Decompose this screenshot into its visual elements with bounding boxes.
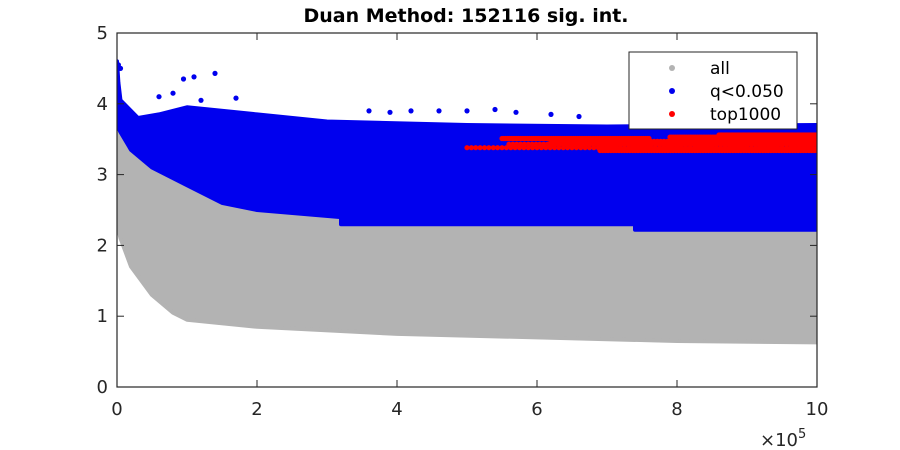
data-point <box>576 113 582 120</box>
legend-label: q<0.050 <box>710 82 784 102</box>
data-point <box>464 145 470 151</box>
legend-label: top1000 <box>710 105 781 125</box>
data-point <box>198 97 204 103</box>
data-point <box>514 141 520 147</box>
data-point <box>510 141 516 147</box>
x-tick-label: 10 <box>806 399 829 420</box>
data-point <box>499 145 505 151</box>
data-point <box>468 145 474 151</box>
y-tick-label: 4 <box>97 94 108 115</box>
legend-label: all <box>710 59 730 79</box>
data-point <box>212 70 218 76</box>
data-point <box>170 90 176 96</box>
data-point <box>533 141 539 147</box>
data-point <box>156 94 162 100</box>
data-point <box>436 108 442 114</box>
data-point <box>517 141 524 147</box>
legend-marker <box>669 88 675 94</box>
data-point <box>233 95 239 101</box>
x-exponent-label: ×105 <box>760 427 806 450</box>
data-point <box>814 147 817 154</box>
x-tick-label: 2 <box>251 399 262 420</box>
data-point <box>548 111 554 117</box>
data-point <box>541 141 547 147</box>
data-point <box>521 141 528 147</box>
x-tick-label: 4 <box>391 399 402 420</box>
data-point <box>180 76 187 82</box>
data-point <box>646 135 652 142</box>
data-point <box>544 141 551 147</box>
y-tick-label: 0 <box>97 377 108 398</box>
legend-marker <box>669 111 675 117</box>
data-point <box>191 74 197 80</box>
y-tick-label: 5 <box>97 23 108 44</box>
data-point <box>464 108 470 114</box>
data-point <box>408 108 414 114</box>
y-axis: 0 1 2 3 4 5 <box>97 23 817 398</box>
data-point <box>537 141 543 147</box>
legend-box <box>628 51 798 130</box>
data-point <box>506 141 512 147</box>
x-tick-label: 8 <box>671 399 682 420</box>
data-point <box>366 108 372 114</box>
x-tick-label: 0 <box>111 399 122 420</box>
x-exponent-base: ×10 <box>760 430 798 450</box>
data-point <box>387 109 393 115</box>
x-axis: 0 2 4 6 8 10 <box>111 33 828 420</box>
data-point <box>814 138 817 144</box>
data-point <box>492 106 498 113</box>
data-point <box>473 145 479 151</box>
data-point <box>529 141 535 147</box>
data-point <box>117 65 124 71</box>
data-point <box>495 145 501 151</box>
y-tick-label: 1 <box>97 306 108 327</box>
data-point <box>481 145 488 151</box>
data-point <box>814 132 817 138</box>
data-point <box>486 145 492 151</box>
plot-area <box>117 59 817 345</box>
data-point <box>490 145 496 151</box>
legend: all q<0.050 top1000 <box>628 51 798 130</box>
legend-marker <box>669 65 675 71</box>
data-point <box>513 109 519 115</box>
series-top1000 <box>464 132 817 154</box>
axes-box <box>116 32 818 388</box>
x-tick-label: 6 <box>531 399 542 420</box>
data-point <box>525 141 531 147</box>
svg-text:×105: ×105 <box>760 427 806 450</box>
y-tick-label: 2 <box>97 235 108 256</box>
chart-title: Duan Method: 152116 sig. int. <box>303 5 628 27</box>
y-tick-label: 3 <box>97 165 108 186</box>
data-point <box>477 145 483 151</box>
x-exponent-power: 5 <box>798 427 806 442</box>
